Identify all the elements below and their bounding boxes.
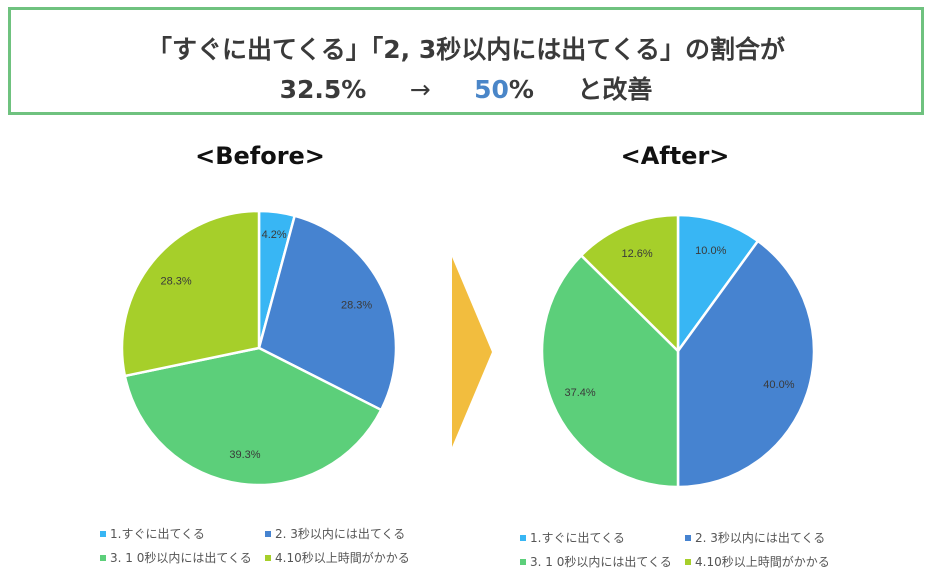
after-ratio-unit: %: [508, 75, 534, 104]
swatch-1: [100, 530, 106, 537]
improvement-suffix: と改善: [577, 75, 653, 104]
slice-label-3: 39.3%: [229, 449, 260, 461]
after-legend: 1.すぐに出てくる 2. 3秒以内には出てくる 3. 1 0秒以内には出てくる …: [520, 529, 860, 574]
legend-item-4: 4.10秒以上時間がかかる: [265, 549, 410, 566]
slice-label-4: 12.6%: [621, 248, 652, 260]
swatch-2: [265, 530, 271, 537]
after-ratio-number: 50: [474, 75, 509, 104]
headline-box: 「すぐに出てくる」「2, 3秒以内には出てくる」の割合が 32.5% → 50%…: [8, 7, 924, 115]
legend-item-2: 2. 3秒以内には出てくる: [685, 529, 825, 546]
before-chart-title: <Before>: [195, 142, 325, 170]
slice-label-2: 40.0%: [763, 379, 794, 391]
headline-line1: 「すぐに出てくる」「2, 3秒以内には出てくる」の割合が: [147, 35, 785, 64]
pie-slice-3: [540, 254, 680, 489]
legend-item-3: 3. 1 0秒以内には出てくる: [100, 549, 252, 566]
right-arrow-icon: →: [409, 75, 431, 104]
pie-slice-4: [120, 209, 261, 378]
slice-label-1: 4.2%: [262, 229, 287, 241]
swatch-3: [520, 558, 526, 565]
legend-item-3: 3. 1 0秒以内には出てくる: [520, 553, 672, 570]
after-chart-title: <After>: [620, 142, 730, 170]
pie-slice-4: [579, 213, 680, 353]
swatch-1: [520, 534, 526, 541]
legend-item-4: 4.10秒以上時間がかかる: [685, 553, 830, 570]
slice-label-4: 28.3%: [160, 276, 191, 288]
swatch-4: [685, 558, 691, 565]
pie-slice-2: [257, 214, 398, 412]
pie-slice-3: [123, 346, 383, 487]
slice-label-3: 37.4%: [565, 387, 596, 399]
slice-label-1: 10.0%: [695, 245, 726, 257]
swatch-2: [685, 534, 691, 541]
after-pie-chart: 10.0% 40.0% 37.4% 12.6%: [540, 213, 816, 489]
swatch-3: [100, 554, 106, 561]
swatch-4: [265, 554, 271, 561]
pie-slice-2: [676, 239, 816, 489]
pie-slice-1: [676, 213, 760, 353]
legend-item-1: 1.すぐに出てくる: [100, 525, 205, 542]
before-ratio: 32.5%: [279, 75, 367, 104]
transition-arrow-icon: [452, 257, 492, 447]
headline-line2: 32.5% → 50% と改善: [11, 70, 921, 106]
legend-item-1: 1.すぐに出てくる: [520, 529, 625, 546]
slice-label-2: 28.3%: [341, 300, 372, 312]
before-pie-chart: 4.2% 28.3% 39.3% 28.3%: [120, 209, 398, 487]
before-legend: 1.すぐに出てくる 2. 3秒以内には出てくる 3. 1 0秒以内には出てくる …: [100, 525, 440, 570]
legend-item-2: 2. 3秒以内には出てくる: [265, 525, 405, 542]
